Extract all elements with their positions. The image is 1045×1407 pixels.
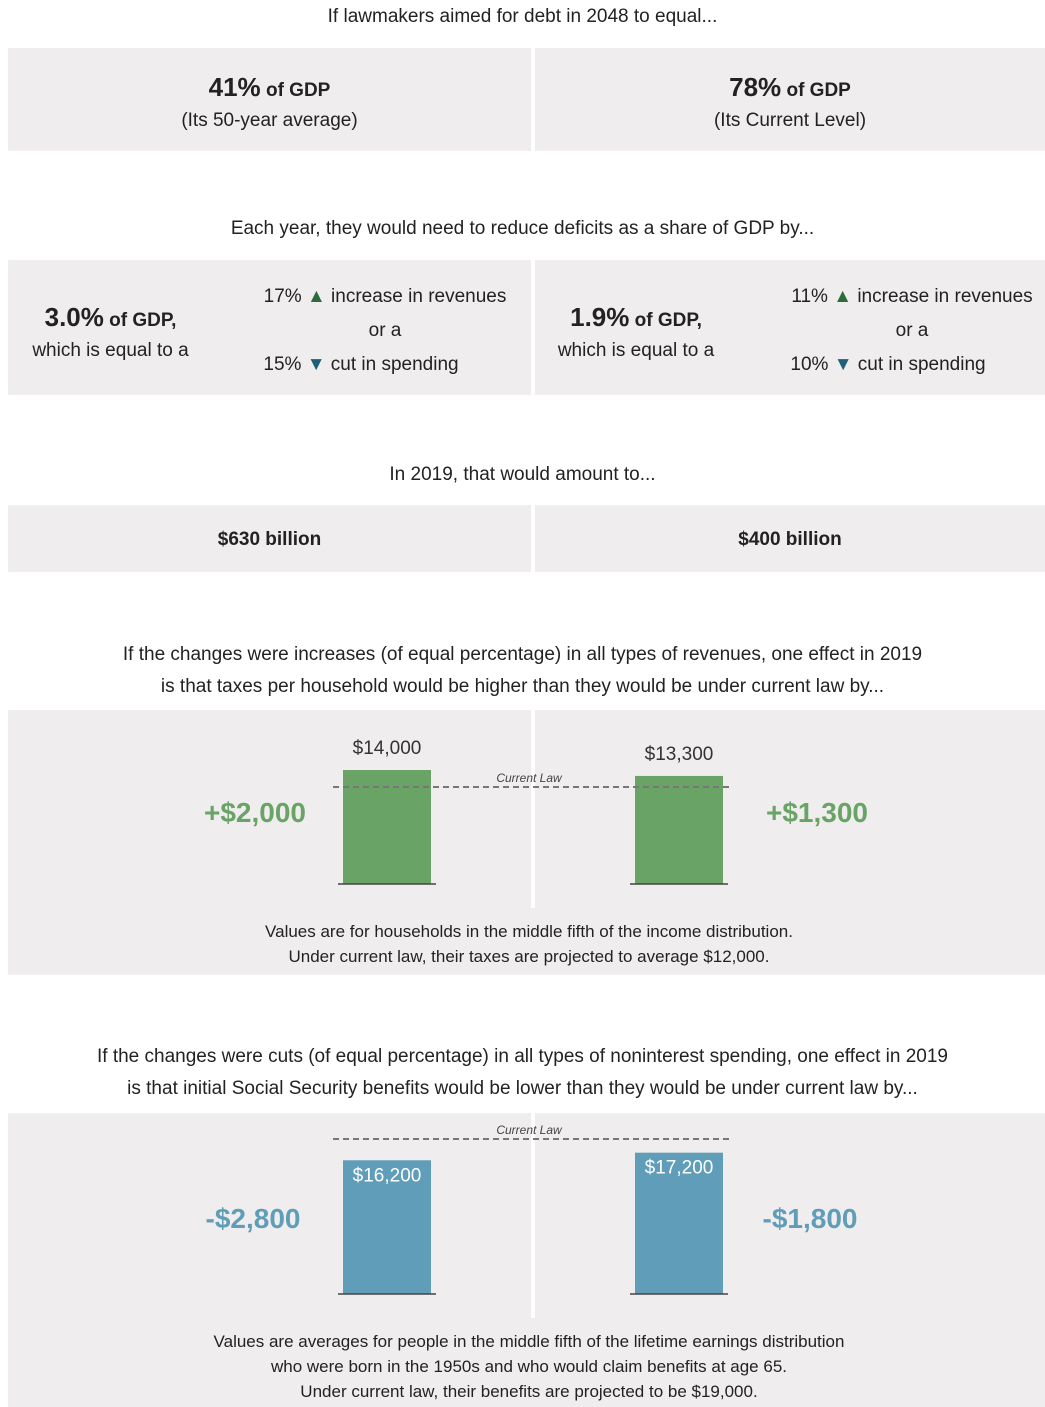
amount: $630 billion [217, 529, 322, 550]
text: increase in revenues [857, 286, 1033, 307]
note: Values are averages for people in the mi… [214, 1332, 845, 1351]
value-label: $17,200 [645, 1158, 714, 1179]
text: or a [895, 320, 929, 341]
note: who were born in the 1950s and who would… [270, 1357, 787, 1376]
line: If the changes were cuts (of equal perce… [97, 1046, 948, 1067]
text: or a [368, 320, 402, 341]
down-arrow: ▼ [833, 354, 853, 375]
note: which is equal to a [557, 340, 715, 361]
text: cut in spending [330, 354, 459, 375]
value-label: $14,000 [353, 738, 422, 759]
unit: of GDP [265, 80, 331, 101]
amount: $400 billion [738, 529, 842, 550]
panel-bg [8, 1113, 1045, 1407]
cell: 17% ▲ increase in revenues or a 15% ▼ cu… [230, 280, 540, 382]
panel [535, 505, 1045, 572]
value-label: $16,200 [353, 1165, 422, 1186]
panel [8, 505, 531, 572]
difference-label: -$2,800 [206, 1203, 301, 1234]
text: increase in revenues [331, 286, 507, 307]
unit: of GDP, [109, 310, 177, 331]
value: 78% [729, 72, 782, 102]
note: (Its 50-year average) [181, 110, 358, 131]
bar [635, 1152, 723, 1294]
note: Values are for households in the middle … [265, 922, 793, 941]
reference-label: Current Law [496, 1123, 563, 1137]
bar [343, 1160, 431, 1294]
heading: If the changes were cuts (of equal perce… [0, 1041, 1045, 1105]
up-arrow: ▲ [306, 286, 326, 307]
panel-bg [8, 710, 1045, 975]
line: If the changes were increases (of equal … [122, 644, 923, 665]
heading: Each year, they would need to reduce def… [230, 218, 815, 239]
chart-panel: $14,000 +$2,000 $13,300 +$1,300 Current Law V… [8, 710, 1045, 975]
value-label: $13,300 [645, 744, 714, 765]
difference-label: -$1,800 [763, 1203, 858, 1234]
text: cut in spending [857, 354, 986, 375]
line: is that taxes per household would be hig… [160, 676, 885, 697]
cell: 1.9% of GDP, which is equal to a [535, 302, 737, 366]
pct: 10% [790, 354, 829, 375]
line: is that initial Social Security benefits… [127, 1078, 918, 1099]
cell: 3.0% of GDP, which is equal to a [8, 302, 213, 366]
reference-label: Current Law [496, 771, 563, 785]
difference-label: +$1,300 [766, 797, 868, 828]
panel [535, 48, 1045, 151]
difference-label: +$2,000 [204, 797, 306, 828]
unit: of GDP, [634, 310, 702, 331]
cell: 41% of GDP (Its 50-year average) [8, 72, 531, 136]
pct: 11% [791, 286, 828, 307]
heading: If the changes were increases (of equal … [0, 639, 1045, 703]
bar [343, 770, 431, 884]
note: which is equal to a [32, 340, 189, 361]
note: Under current law, their benefits are pr… [300, 1382, 757, 1401]
up-arrow: ▲ [833, 286, 853, 307]
value: 1.9% [570, 302, 630, 332]
value: 3.0% [44, 302, 104, 332]
divider [531, 710, 535, 908]
note: (Its Current Level) [713, 110, 867, 131]
cell: 11% ▲ increase in revenues or a 10% ▼ cu… [757, 280, 1045, 382]
value: 41% [208, 72, 261, 102]
chart-panel: $16,200 -$2,800 $17,200 -$1,800 Current Law V… [8, 1113, 1045, 1407]
bar [635, 775, 723, 884]
heading: In 2019, that would amount to... [389, 464, 656, 485]
panel [535, 260, 1045, 395]
panel [8, 48, 531, 151]
panel [8, 260, 531, 395]
heading: If lawmakers aimed for debt in 2048 to e… [327, 6, 718, 27]
note: Under current law, their taxes are proje… [288, 947, 769, 966]
divider [531, 1113, 535, 1318]
pct: 15% [263, 354, 302, 375]
down-arrow: ▼ [306, 354, 326, 375]
cell: 78% of GDP (Its Current Level) [535, 72, 1045, 136]
pct: 17% [263, 286, 302, 307]
unit: of GDP [786, 80, 851, 101]
